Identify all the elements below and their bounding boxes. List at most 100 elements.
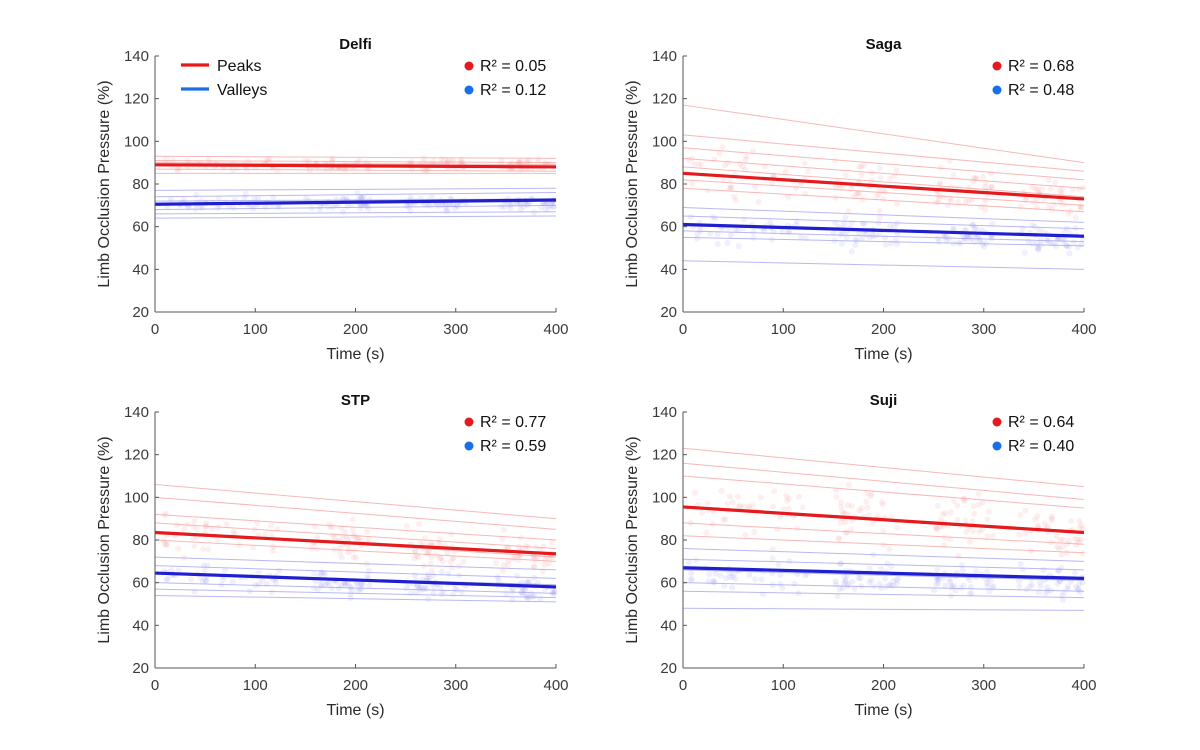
scatter-point-valleys: [1036, 579, 1043, 586]
y-tick-label: 60: [660, 575, 677, 592]
scatter-point-peaks: [345, 536, 352, 543]
scatter-point-valleys: [973, 568, 979, 575]
y-axis-label: Limb Occlusion Pressure (%): [624, 80, 641, 287]
scatter-point-peaks: [1055, 545, 1062, 552]
scatter-point-peaks: [785, 505, 792, 512]
scatter-point-valleys: [453, 586, 460, 593]
scatter-point-peaks: [980, 173, 986, 180]
scatter-point-peaks: [1076, 524, 1083, 531]
scatter-point-peaks: [711, 156, 718, 163]
x-tick-label: 100: [243, 677, 268, 694]
scatter-point-valleys: [509, 596, 516, 603]
scatter-point-valleys: [729, 573, 736, 580]
r2-marker-peaks: [992, 417, 1002, 427]
scatter-point-valleys: [521, 586, 528, 593]
scatter-point-peaks: [493, 560, 499, 567]
scatter-point-peaks: [955, 552, 962, 559]
scatter-point-peaks: [981, 200, 988, 207]
scatter-point-peaks: [448, 564, 455, 571]
scatter-point-valleys: [426, 202, 433, 209]
scatter-point-valleys: [344, 580, 351, 586]
scatter-point-peaks: [430, 158, 437, 165]
scatter-point-valleys: [1034, 240, 1041, 247]
scatter-point-peaks: [837, 519, 844, 526]
scatter-point-peaks: [695, 161, 702, 167]
y-tick-label: 100: [652, 489, 677, 506]
scatter-point-peaks: [934, 502, 941, 509]
scatter-point-valleys: [450, 591, 457, 598]
scatter-point-valleys: [842, 577, 849, 584]
r2-marker-valleys: [992, 441, 1002, 451]
scatter-point-peaks: [719, 144, 726, 150]
scatter-point-peaks: [548, 539, 555, 546]
scatter-point-valleys: [1034, 245, 1041, 252]
scatter-point-valleys: [175, 567, 182, 574]
scatter-point-peaks: [190, 523, 197, 530]
scatter-point-valleys: [272, 579, 279, 586]
scatter-point-peaks: [460, 558, 467, 565]
subject-fit-line-peaks: [682, 187, 1085, 213]
scatter-point-valleys: [692, 557, 699, 564]
scatter-point-valleys: [750, 234, 757, 241]
scatter-point-valleys: [687, 214, 694, 220]
scatter-point-peaks: [947, 509, 954, 516]
scatter-point-peaks: [424, 549, 431, 556]
scatter-point-peaks: [877, 174, 884, 181]
scatter-point-peaks: [975, 491, 982, 498]
scatter-point-valleys: [891, 223, 898, 230]
scatter-point-peaks: [691, 489, 698, 496]
r2-marker-valleys: [992, 85, 1002, 95]
r2-marker-peaks: [992, 61, 1002, 71]
scatter-point-valleys: [1021, 249, 1028, 256]
scatter-point-peaks: [858, 163, 865, 170]
scatter-point-valleys: [727, 574, 734, 581]
subject-fit-line-peaks: [154, 168, 557, 172]
scatter-point-peaks: [458, 156, 465, 163]
scatter-point-valleys: [851, 585, 858, 592]
scatter-point-valleys: [722, 575, 729, 582]
scatter-point-valleys: [727, 232, 734, 239]
scatter-point-peaks: [893, 167, 900, 174]
scatter-point-valleys: [735, 243, 742, 250]
scatter-point-peaks: [1072, 214, 1079, 221]
scatter-point-valleys: [711, 579, 718, 586]
scatter-point-peaks: [698, 509, 705, 516]
scatter-point-valleys: [524, 595, 531, 602]
subject-fit-line-peaks: [682, 166, 1085, 198]
scatter-point-peaks: [1033, 204, 1040, 211]
scatter-point-valleys: [426, 575, 433, 582]
scatter-point-peaks: [880, 527, 887, 534]
scatter-point-peaks: [740, 503, 747, 510]
scatter-point-peaks: [420, 155, 427, 162]
scatter-point-valleys: [434, 201, 441, 208]
x-tick-label: 0: [679, 321, 687, 338]
scatter-point-peaks: [302, 157, 309, 164]
scatter-point-peaks: [274, 167, 281, 174]
scatter-point-valleys: [1035, 246, 1042, 253]
scatter-point-valleys: [866, 579, 873, 586]
scatter-point-peaks: [785, 495, 792, 502]
scatter-point-peaks: [845, 208, 852, 215]
scatter-point-valleys: [875, 219, 882, 226]
scatter-point-valleys: [1075, 587, 1082, 594]
scatter-point-peaks: [743, 156, 749, 163]
scatter-point-valleys: [779, 229, 786, 236]
scatter-point-peaks: [1045, 523, 1051, 530]
scatter-point-valleys: [990, 583, 997, 590]
scatter-point-peaks: [988, 184, 995, 190]
scatter-point-valleys: [876, 580, 883, 587]
scatter-point-valleys: [1037, 583, 1044, 590]
y-tick-label: 140: [652, 404, 677, 421]
subject-fit-line-valleys: [154, 215, 557, 219]
scatter-point-valleys: [802, 572, 808, 579]
y-tick-label: 120: [124, 447, 149, 464]
scatter-point-valleys: [866, 565, 873, 572]
scatter-point-peaks: [739, 163, 746, 170]
scatter-point-valleys: [229, 578, 236, 585]
scatter-point-peaks: [794, 525, 801, 532]
scatter-point-peaks: [853, 190, 860, 197]
scatter-point-peaks: [856, 163, 863, 170]
scatter-point-peaks: [1078, 522, 1085, 529]
scatter-point-valleys: [1016, 584, 1023, 590]
scatter-point-valleys: [523, 201, 530, 208]
